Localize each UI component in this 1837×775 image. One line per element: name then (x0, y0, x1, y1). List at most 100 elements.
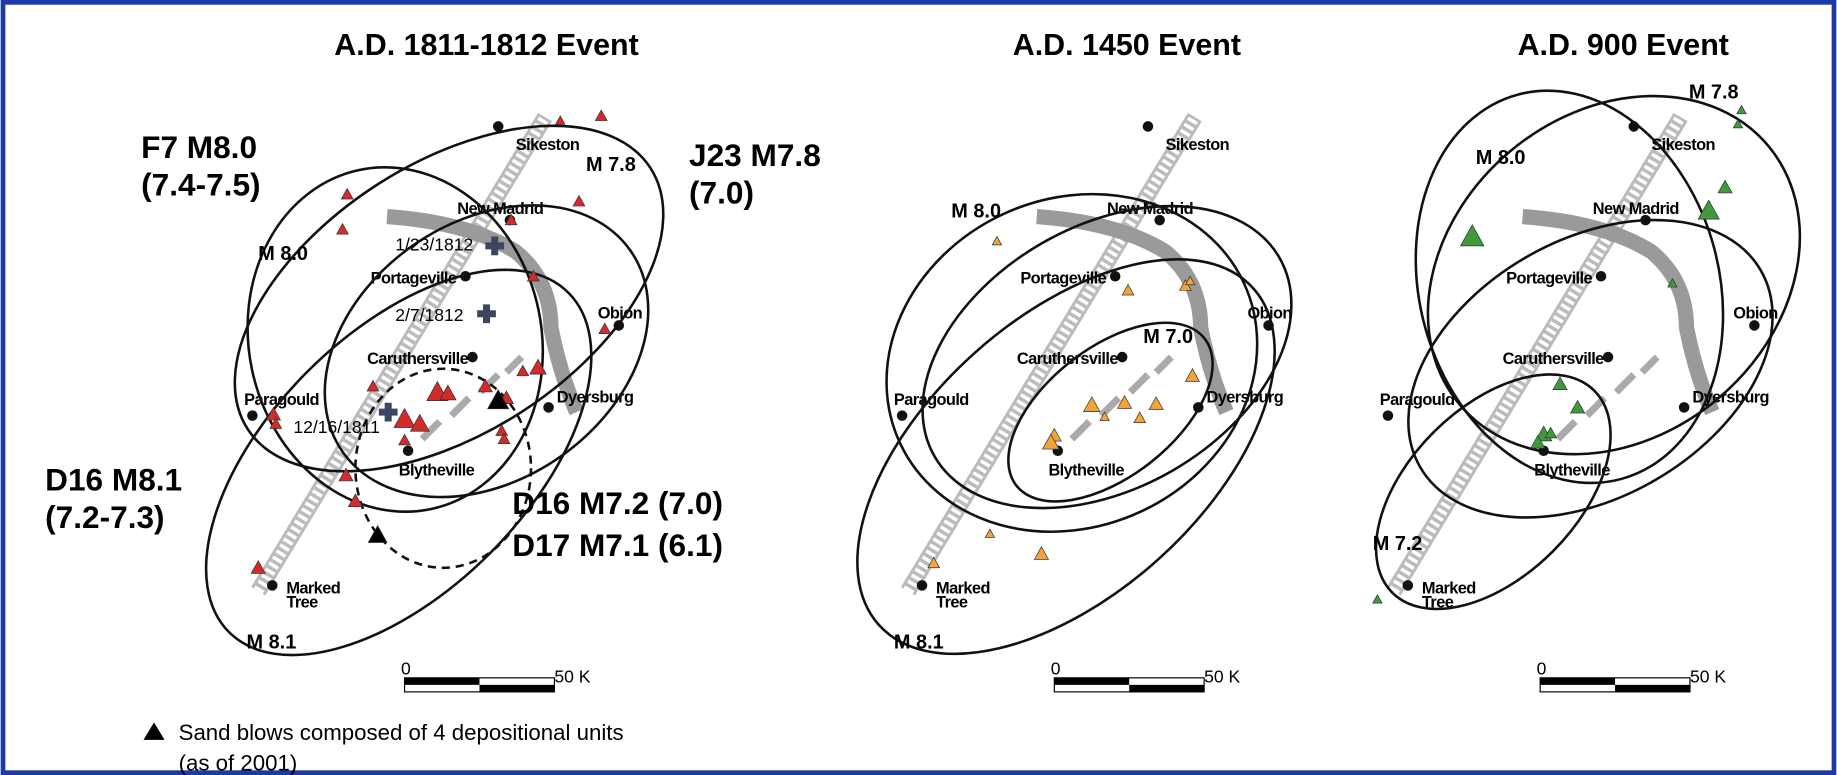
sand-blow (516, 364, 530, 377)
sand-blow (1033, 545, 1050, 560)
town-label: New Madrid (1593, 200, 1679, 218)
town-dot (492, 121, 504, 132)
town-label: Portageville (1506, 269, 1592, 287)
sand-blow (398, 433, 412, 446)
town-dot (402, 445, 414, 456)
magnitude-label: M 7.8 (1689, 81, 1739, 103)
magnitude-label: M 8.1 (894, 632, 944, 654)
town-label: Caruthersville (1017, 350, 1118, 368)
sand-blow (338, 467, 354, 482)
scale-bar (1129, 684, 1205, 692)
panel-title: A.D. 900 Event (1518, 28, 1729, 62)
rupture-ellipses (204, 89, 1802, 657)
sand-blow (1184, 368, 1201, 382)
town-label: Marked (1422, 580, 1476, 598)
legend-symbol (143, 722, 165, 740)
event-label: (7.4-7.5) (141, 167, 260, 203)
town-dot (1595, 271, 1607, 282)
epicenter-cross (378, 402, 398, 422)
town-label: Dyersburg (1206, 389, 1283, 407)
fault-zone (1069, 354, 1174, 442)
date-label: 1/23/1812 (395, 235, 473, 255)
sand-blow (1736, 104, 1747, 115)
town-dot (247, 410, 258, 421)
sand-blow (529, 358, 547, 375)
town-label: Portageville (1020, 269, 1106, 287)
sand-blow (1667, 277, 1678, 288)
sand-blow (347, 493, 364, 508)
town-dot (1116, 351, 1128, 363)
date-label: 2/7/1812 (395, 305, 463, 325)
town-label: Portageville (371, 269, 457, 287)
sand-blow (984, 528, 996, 538)
sand-blow (1148, 396, 1164, 410)
sand-blow (598, 322, 612, 334)
fault-zone (1522, 208, 1720, 416)
town-dot (1109, 271, 1121, 282)
event-label: F7 M8.0 (141, 129, 257, 165)
sand-blow (1372, 593, 1383, 604)
fault-zone (1555, 354, 1660, 442)
town-dot (1382, 410, 1394, 421)
sand-blow (1697, 199, 1720, 220)
scale-bar (1540, 677, 1616, 685)
town-dot (1678, 402, 1690, 413)
sand-blow (250, 560, 266, 574)
sand-blow (991, 235, 1003, 246)
town-label: Paragould (894, 391, 969, 409)
panel-title: A.D. 1811-1812 Event (334, 28, 638, 62)
sand-blow (594, 109, 608, 121)
sand-blow (1544, 426, 1558, 439)
scale-label: 0 (1537, 658, 1547, 678)
sand-blow (554, 115, 566, 125)
town-dot (543, 402, 554, 413)
town-label: Sikeston (1651, 136, 1715, 154)
sand-blow (366, 379, 380, 392)
town-dot (267, 580, 278, 591)
town-dot (1749, 320, 1760, 331)
sand-blow (526, 269, 540, 282)
town-dot (1402, 580, 1414, 591)
sand-blow (1717, 179, 1733, 194)
sand-blow (1732, 118, 1744, 129)
magnitude-label: M 8.1 (247, 632, 297, 654)
sand-blow (393, 407, 416, 428)
sand-blow (265, 406, 282, 421)
magnitude-label: M 7.2 (1373, 533, 1423, 555)
scale-label: 50 K (1690, 667, 1726, 687)
sand-blow (1099, 411, 1110, 421)
fault-zone (386, 208, 584, 416)
town-dot (1154, 214, 1165, 226)
scale-label: 0 (1051, 658, 1061, 678)
magnitude-label: M 7.8 (586, 154, 636, 176)
panel-title: A.D. 1450 Event (1013, 28, 1241, 62)
town-dot (467, 351, 478, 363)
sand-blow (1041, 433, 1060, 450)
sand-blow (504, 213, 518, 226)
town-dot (1602, 351, 1614, 363)
event-label: (7.2-7.3) (45, 499, 164, 535)
sand-blow (1459, 224, 1485, 247)
town-dot (896, 410, 908, 421)
sand-blow (1552, 376, 1568, 390)
town-label: Blytheville (1048, 461, 1124, 479)
town-label: Tree (286, 594, 318, 612)
sand-blow (497, 432, 511, 445)
date-label: 12/16/1811 (293, 417, 380, 437)
sand-blow (1569, 399, 1586, 414)
sand-blow (1530, 434, 1546, 449)
town-label: Paragould (1380, 391, 1455, 409)
town-label: Marked (286, 580, 340, 598)
magnitude-label: M 8.0 (1476, 147, 1526, 169)
scale-label: 0 (401, 658, 411, 678)
panel-base: Sikeston New Madrid Portageville Obion Carut… (1380, 112, 1778, 693)
sand-blow (477, 378, 493, 393)
scale-label: 50 K (1204, 667, 1240, 687)
sand-blow (340, 187, 354, 200)
fault-zone (253, 114, 550, 594)
town-label: Marked (936, 580, 990, 598)
town-label: Caruthersville (1503, 350, 1604, 368)
sand-blow (439, 384, 457, 401)
